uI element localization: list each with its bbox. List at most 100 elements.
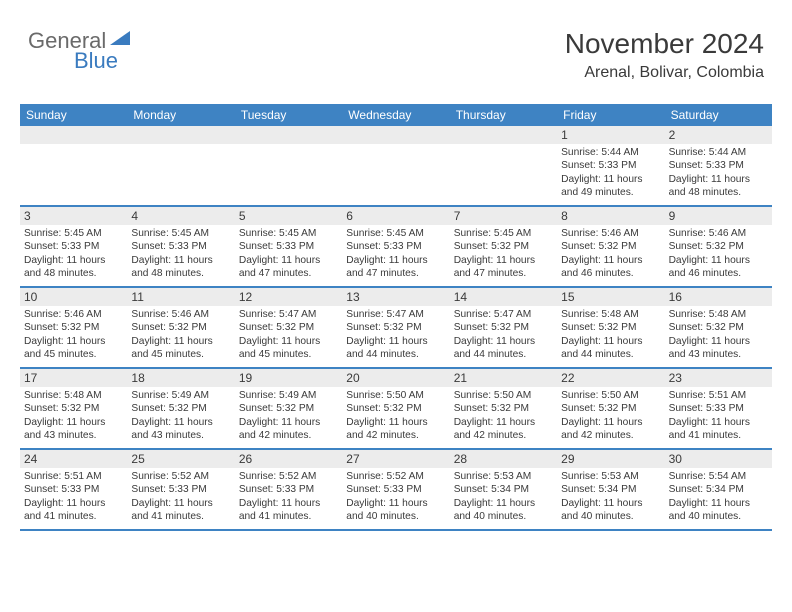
- day-info-line: and 44 minutes.: [346, 348, 445, 361]
- day-info-line: Sunset: 5:32 PM: [561, 402, 660, 415]
- day-info-line: Daylight: 11 hours: [561, 173, 660, 186]
- day-info-line: Sunset: 5:33 PM: [131, 483, 230, 496]
- day-number: 12: [235, 288, 342, 306]
- day-cell: 26Sunrise: 5:52 AMSunset: 5:33 PMDayligh…: [235, 450, 342, 529]
- day-cell: 22Sunrise: 5:50 AMSunset: 5:32 PMDayligh…: [557, 369, 664, 448]
- day-info-line: Sunset: 5:33 PM: [24, 483, 123, 496]
- day-info-line: Daylight: 11 hours: [131, 254, 230, 267]
- weekday-cell: Tuesday: [235, 104, 342, 126]
- day-info-line: and 40 minutes.: [454, 510, 553, 523]
- day-number: 23: [665, 369, 772, 387]
- weekday-cell: Wednesday: [342, 104, 449, 126]
- day-number: 18: [127, 369, 234, 387]
- day-cell: 23Sunrise: 5:51 AMSunset: 5:33 PMDayligh…: [665, 369, 772, 448]
- day-info-line: and 46 minutes.: [561, 267, 660, 280]
- day-info-line: and 47 minutes.: [454, 267, 553, 280]
- day-info-line: and 46 minutes.: [669, 267, 768, 280]
- day-info-line: Sunrise: 5:53 AM: [561, 470, 660, 483]
- day-cell: 6Sunrise: 5:45 AMSunset: 5:33 PMDaylight…: [342, 207, 449, 286]
- day-number: [235, 126, 342, 144]
- day-cell: 12Sunrise: 5:47 AMSunset: 5:32 PMDayligh…: [235, 288, 342, 367]
- day-info-line: Daylight: 11 hours: [454, 497, 553, 510]
- day-info-line: Sunrise: 5:45 AM: [24, 227, 123, 240]
- day-number: 29: [557, 450, 664, 468]
- day-info-line: Daylight: 11 hours: [669, 254, 768, 267]
- day-cell: 1Sunrise: 5:44 AMSunset: 5:33 PMDaylight…: [557, 126, 664, 205]
- day-info-line: and 48 minutes.: [24, 267, 123, 280]
- day-info-line: Sunrise: 5:48 AM: [24, 389, 123, 402]
- day-number: 14: [450, 288, 557, 306]
- header-right: November 2024 Arenal, Bolivar, Colombia: [565, 28, 764, 82]
- day-number: 8: [557, 207, 664, 225]
- weekday-cell: Monday: [127, 104, 234, 126]
- day-info-line: Daylight: 11 hours: [239, 497, 338, 510]
- day-info-line: and 41 minutes.: [239, 510, 338, 523]
- day-cell: 30Sunrise: 5:54 AMSunset: 5:34 PMDayligh…: [665, 450, 772, 529]
- day-info-line: Sunrise: 5:47 AM: [346, 308, 445, 321]
- day-info-line: and 40 minutes.: [346, 510, 445, 523]
- day-info-line: Sunset: 5:32 PM: [454, 402, 553, 415]
- month-title: November 2024: [565, 28, 764, 60]
- day-info-line: Sunset: 5:33 PM: [346, 483, 445, 496]
- weekday-row: SundayMondayTuesdayWednesdayThursdayFrid…: [20, 104, 772, 126]
- day-cell: [20, 126, 127, 205]
- week-row: 17Sunrise: 5:48 AMSunset: 5:32 PMDayligh…: [20, 369, 772, 450]
- day-info-line: Sunset: 5:32 PM: [346, 402, 445, 415]
- day-info-line: and 40 minutes.: [669, 510, 768, 523]
- day-info-line: and 43 minutes.: [131, 429, 230, 442]
- logo-text-blue: Blue: [74, 48, 118, 74]
- day-info-line: and 41 minutes.: [669, 429, 768, 442]
- day-info-line: Sunrise: 5:50 AM: [561, 389, 660, 402]
- day-info-line: and 42 minutes.: [346, 429, 445, 442]
- day-info-line: Sunset: 5:33 PM: [239, 240, 338, 253]
- day-info-line: and 45 minutes.: [24, 348, 123, 361]
- day-number: 16: [665, 288, 772, 306]
- day-info-line: Sunset: 5:32 PM: [561, 240, 660, 253]
- day-info-line: Daylight: 11 hours: [346, 416, 445, 429]
- day-info-line: Sunrise: 5:51 AM: [669, 389, 768, 402]
- day-info-line: and 40 minutes.: [561, 510, 660, 523]
- day-info-line: and 47 minutes.: [239, 267, 338, 280]
- day-info-line: Sunset: 5:32 PM: [669, 240, 768, 253]
- day-info-line: Sunset: 5:34 PM: [561, 483, 660, 496]
- day-info-line: Sunset: 5:33 PM: [669, 159, 768, 172]
- day-number: 27: [342, 450, 449, 468]
- day-number: 30: [665, 450, 772, 468]
- day-cell: 29Sunrise: 5:53 AMSunset: 5:34 PMDayligh…: [557, 450, 664, 529]
- day-info-line: Daylight: 11 hours: [24, 254, 123, 267]
- day-cell: 15Sunrise: 5:48 AMSunset: 5:32 PMDayligh…: [557, 288, 664, 367]
- day-number: 11: [127, 288, 234, 306]
- day-info-line: and 44 minutes.: [454, 348, 553, 361]
- weekday-cell: Friday: [557, 104, 664, 126]
- day-cell: 18Sunrise: 5:49 AMSunset: 5:32 PMDayligh…: [127, 369, 234, 448]
- day-cell: 20Sunrise: 5:50 AMSunset: 5:32 PMDayligh…: [342, 369, 449, 448]
- day-info-line: Sunrise: 5:47 AM: [454, 308, 553, 321]
- day-info-line: Sunrise: 5:45 AM: [239, 227, 338, 240]
- day-cell: [342, 126, 449, 205]
- day-number: 1: [557, 126, 664, 144]
- day-cell: [127, 126, 234, 205]
- day-info-line: Sunrise: 5:44 AM: [561, 146, 660, 159]
- day-info-line: Sunrise: 5:46 AM: [669, 227, 768, 240]
- day-info-line: Sunset: 5:32 PM: [24, 321, 123, 334]
- day-number: [342, 126, 449, 144]
- location: Arenal, Bolivar, Colombia: [565, 64, 764, 82]
- day-info-line: Daylight: 11 hours: [131, 497, 230, 510]
- day-info-line: Daylight: 11 hours: [239, 254, 338, 267]
- day-info-line: Sunrise: 5:50 AM: [346, 389, 445, 402]
- day-info-line: Sunrise: 5:46 AM: [24, 308, 123, 321]
- day-info-line: and 48 minutes.: [669, 186, 768, 199]
- day-info-line: Sunset: 5:32 PM: [239, 402, 338, 415]
- day-info-line: and 41 minutes.: [24, 510, 123, 523]
- day-cell: 19Sunrise: 5:49 AMSunset: 5:32 PMDayligh…: [235, 369, 342, 448]
- day-info-line: and 48 minutes.: [131, 267, 230, 280]
- week-row: 10Sunrise: 5:46 AMSunset: 5:32 PMDayligh…: [20, 288, 772, 369]
- day-info-line: and 45 minutes.: [131, 348, 230, 361]
- day-info-line: Sunrise: 5:45 AM: [131, 227, 230, 240]
- day-info-line: Daylight: 11 hours: [24, 416, 123, 429]
- day-cell: [450, 126, 557, 205]
- day-info-line: Daylight: 11 hours: [561, 416, 660, 429]
- day-info-line: Sunrise: 5:46 AM: [131, 308, 230, 321]
- day-cell: 21Sunrise: 5:50 AMSunset: 5:32 PMDayligh…: [450, 369, 557, 448]
- day-info-line: and 44 minutes.: [561, 348, 660, 361]
